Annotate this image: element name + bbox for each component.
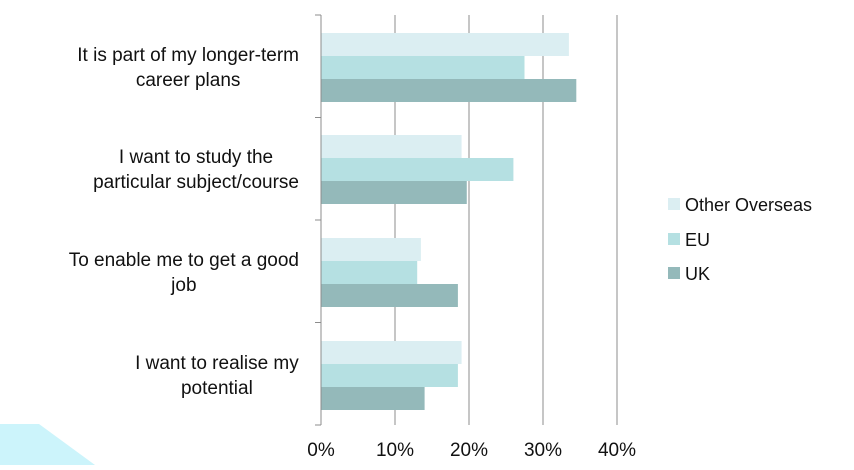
category-label-line: potential: [181, 378, 253, 399]
tick-labels: 0% 10% 20% 30% 40%: [307, 440, 636, 461]
x-tick-label-20: 20%: [450, 440, 488, 461]
bar-other-overseas-2: [321, 135, 462, 158]
category-label-line: It is part of my longer-term: [77, 45, 299, 66]
legend: Other Overseas EU UK: [668, 195, 812, 284]
legend-label-eu: EU: [685, 230, 710, 250]
bar-uk-2: [321, 181, 467, 204]
category-label-line: I want to realise my: [135, 353, 299, 374]
bar-other-overseas-3: [321, 238, 421, 261]
category-label-line: To enable me to get a good: [69, 250, 299, 271]
bar-eu-4: [321, 364, 458, 387]
bar-eu-1: [321, 56, 525, 79]
legend-swatch-other-overseas: [668, 198, 680, 210]
legend-label-other-overseas: Other Overseas: [685, 195, 812, 215]
x-tick-label-10: 10%: [376, 440, 414, 461]
bar-other-overseas-4: [321, 341, 462, 364]
legend-label-uk: UK: [685, 264, 710, 284]
background-decoration: [0, 424, 95, 465]
x-tick-label-40: 40%: [598, 440, 636, 461]
category-label-4: I want to realise my potential: [135, 353, 299, 399]
x-tick-label-0: 0%: [307, 440, 335, 461]
category-labels: It is part of my longer-term career plans…: [69, 45, 300, 399]
category-label-1: It is part of my longer-term career plans: [77, 45, 299, 91]
category-label-3: To enable me to get a good job: [69, 250, 299, 296]
x-tick-label-30: 30%: [524, 440, 562, 461]
bar-uk-1: [321, 79, 577, 102]
bar-uk-3: [321, 284, 458, 307]
category-label-line: particular subject/course: [93, 172, 299, 193]
legend-swatch-eu: [668, 233, 680, 245]
category-label-line: career plans: [136, 70, 241, 91]
category-label-line: I want to study the: [119, 147, 273, 168]
axes: [315, 14, 322, 426]
bar-eu-2: [321, 158, 514, 181]
bar-other-overseas-1: [321, 33, 569, 56]
bar-uk-4: [321, 387, 425, 410]
corner-decoration-shape: [0, 424, 95, 465]
category-label-line: job: [170, 275, 196, 296]
category-label-2: I want to study the particular subject/co…: [93, 147, 299, 193]
legend-swatch-uk: [668, 267, 680, 279]
bar-eu-3: [321, 261, 418, 284]
bars: [321, 33, 577, 410]
